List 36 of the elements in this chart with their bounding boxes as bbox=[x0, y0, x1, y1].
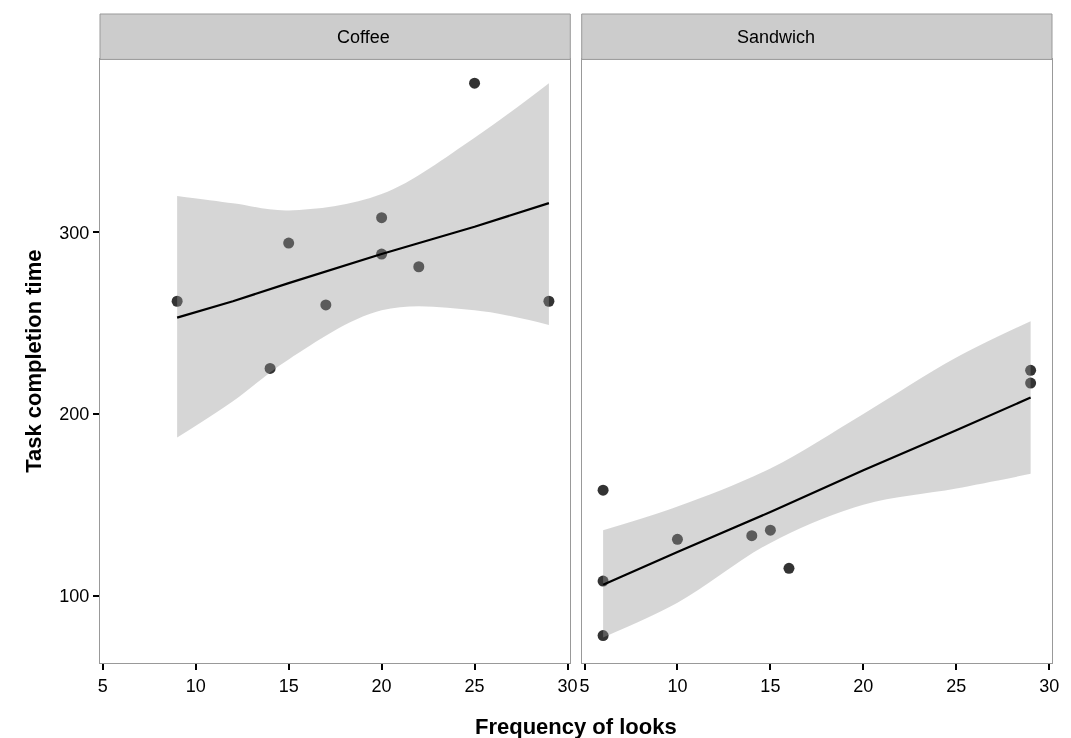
point bbox=[413, 261, 425, 273]
point bbox=[264, 362, 276, 374]
x-tick-label: 15 bbox=[760, 675, 781, 696]
chart-title: Sandwich bbox=[737, 27, 816, 47]
x-tick-label: 20 bbox=[853, 675, 874, 696]
chart-title: Coffee bbox=[337, 27, 390, 47]
point bbox=[783, 562, 795, 574]
x-tick-label: 5 bbox=[97, 675, 108, 696]
point bbox=[171, 295, 183, 307]
y-axis-title: Task completion time bbox=[21, 249, 47, 473]
point bbox=[746, 530, 758, 542]
y-tick-label: 300 bbox=[59, 222, 90, 243]
point bbox=[320, 299, 332, 311]
point bbox=[469, 77, 481, 89]
point bbox=[1025, 377, 1037, 389]
point bbox=[543, 295, 555, 307]
y-tick-label: 100 bbox=[59, 585, 90, 606]
point bbox=[283, 237, 295, 249]
x-tick-label: 30 bbox=[557, 675, 578, 696]
x-tick-label: 25 bbox=[464, 675, 485, 696]
point bbox=[671, 533, 683, 545]
x-tick-label: 5 bbox=[579, 675, 590, 696]
x-axis-title: Frequency of looks bbox=[475, 714, 677, 738]
x-tick-label: 30 bbox=[1039, 675, 1060, 696]
x-tick-label: 15 bbox=[278, 675, 299, 696]
point bbox=[597, 630, 609, 642]
x-tick-label: 10 bbox=[185, 675, 206, 696]
x-tick-label: 20 bbox=[371, 675, 392, 696]
x-tick-label: 10 bbox=[667, 675, 688, 696]
point bbox=[597, 484, 609, 496]
point bbox=[376, 212, 388, 224]
point bbox=[1025, 364, 1037, 376]
x-tick-label: 25 bbox=[946, 675, 967, 696]
line-series bbox=[176, 202, 551, 319]
point bbox=[764, 524, 776, 536]
y-tick-label: 200 bbox=[59, 404, 90, 425]
